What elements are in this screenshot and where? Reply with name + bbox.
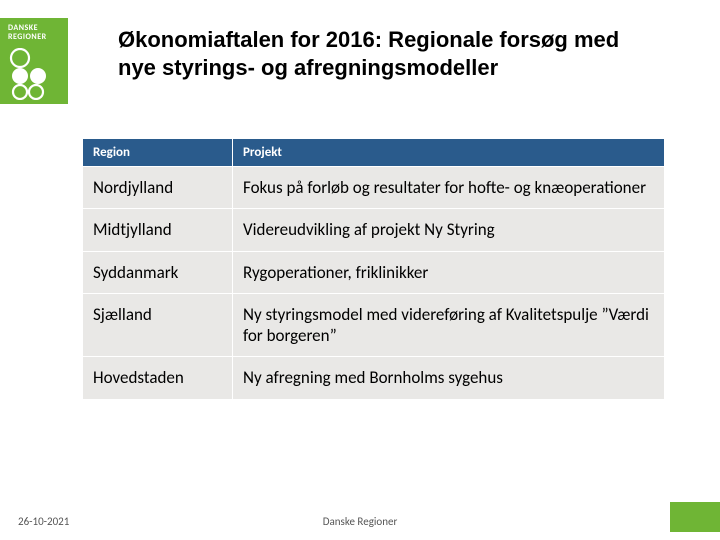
cell-region: Hovedstaden (83, 357, 233, 399)
table-row: Sjælland Ny styringsmodel med videreføri… (83, 293, 665, 357)
cell-projekt: Rygoperationer, friklinikker (233, 251, 665, 293)
footer-date: 26-10-2021 (18, 515, 69, 528)
cell-region: Sjælland (83, 293, 233, 357)
table-row: Hovedstaden Ny afregning med Bornholms s… (83, 357, 665, 399)
table-row: Nordjylland Fokus på forløb og resultate… (83, 167, 665, 209)
logo-circles-icon (8, 48, 60, 100)
cell-region: Syddanmark (83, 251, 233, 293)
table-header-region: Region (83, 139, 233, 167)
table-row: Syddanmark Rygoperationer, friklinikker (83, 251, 665, 293)
footer-accent-block (670, 502, 720, 532)
cell-projekt: Ny afregning med Bornholms sygehus (233, 357, 665, 399)
table-header-projekt: Projekt (233, 139, 665, 167)
logo-block: DANSKE REGIONER (0, 18, 68, 104)
cell-region: Nordjylland (83, 167, 233, 209)
cell-projekt: Fokus på forløb og resultater for hofte-… (233, 167, 665, 209)
cell-projekt: Videreudvikling af projekt Ny Styring (233, 209, 665, 251)
cell-projekt: Ny styringsmodel med videreføring af Kva… (233, 293, 665, 357)
main-table: Region Projekt Nordjylland Fokus på forl… (82, 138, 664, 400)
cell-region: Midtjylland (83, 209, 233, 251)
table-header-row: Region Projekt (83, 139, 665, 167)
table-row: Midtjylland Videreudvikling af projekt N… (83, 209, 665, 251)
logo-text-line2: REGIONER (8, 33, 60, 42)
footer-org: Danske Regioner (323, 515, 398, 528)
page-title: Økonomiaftalen for 2016: Regionale forsø… (118, 26, 658, 81)
